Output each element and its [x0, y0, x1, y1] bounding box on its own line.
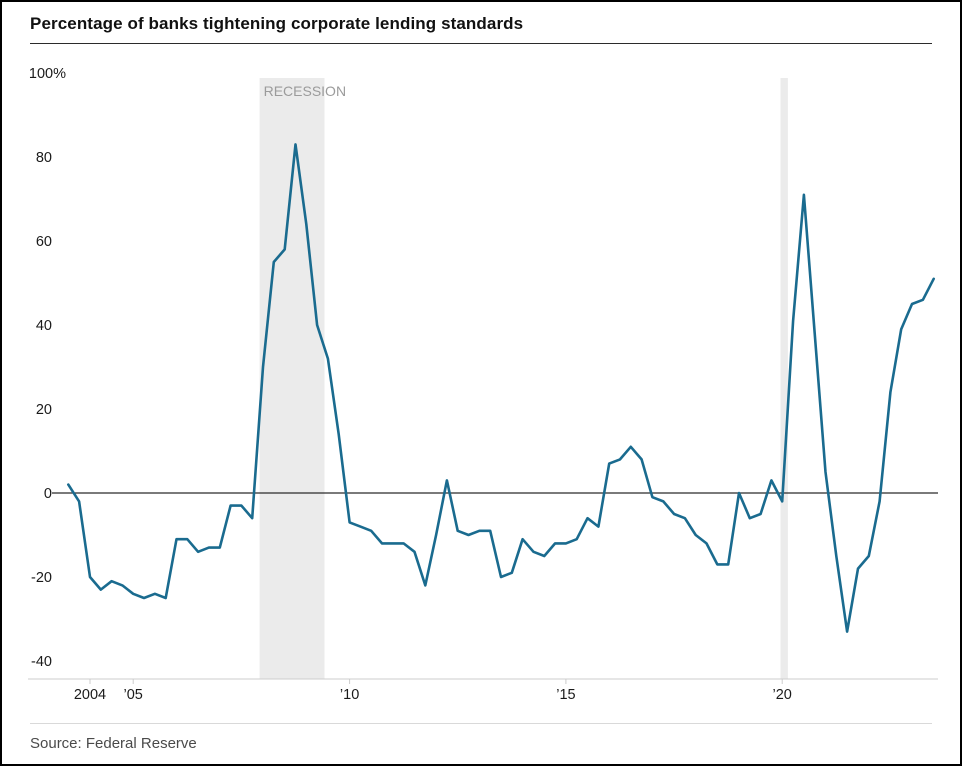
x-tick-label: ’10: [340, 687, 359, 703]
recession-label: RECESSION: [264, 83, 346, 99]
series-line: [67, 143, 936, 634]
x-tick-label: 2004: [74, 687, 106, 703]
x-tick-label: ’15: [556, 687, 575, 703]
x-tick-label: ’20: [773, 687, 792, 703]
chart-area: RECESSION 2004 ’05 ’10 ’15 ’20 100% 80 60 40 20 0 -2…: [2, 44, 960, 723]
recession-band: [780, 78, 788, 680]
chart-footer: Source: Federal Reserve: [30, 723, 932, 764]
y-tick-label: 100%: [29, 66, 66, 82]
y-tick-label: -40: [31, 654, 52, 670]
chart-title: Percentage of banks tightening corporate…: [30, 14, 524, 33]
source-note: Source: Federal Reserve: [30, 735, 197, 752]
y-tick-label: 80: [36, 150, 52, 166]
y-tick-label: 0: [44, 486, 52, 502]
x-tick-label: ’05: [124, 687, 143, 703]
y-tick-label: 20: [36, 402, 52, 418]
y-tick-label: 40: [36, 318, 52, 334]
chart-header: Percentage of banks tightening corporate…: [30, 2, 932, 45]
lending-standards-line-chart: RECESSION 2004 ’05 ’10 ’15 ’20 100% 80 60 40 20 0 -2…: [28, 66, 938, 703]
y-tick-label: 60: [36, 234, 52, 250]
y-tick-label: -20: [31, 570, 52, 586]
